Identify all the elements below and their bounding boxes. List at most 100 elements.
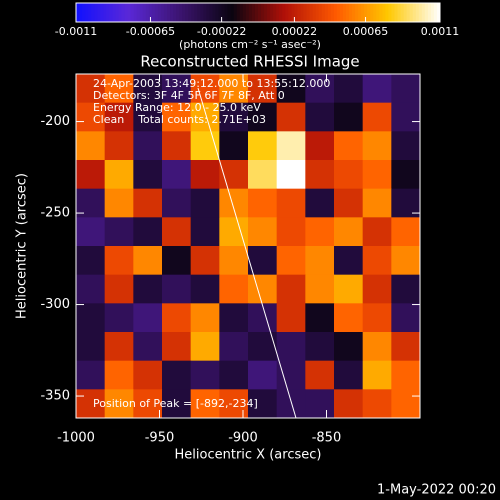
colorbar-swatch	[170, 3, 174, 22]
colorbar-swatch	[185, 3, 189, 22]
heatmap-cell	[305, 131, 335, 161]
colorbar-swatch	[85, 3, 89, 22]
colorbar-swatch	[242, 3, 247, 22]
colorbar-swatch	[139, 3, 144, 22]
colorbar-swatch	[151, 3, 156, 22]
colorbar-swatch	[145, 3, 150, 22]
heatmap-cell	[276, 246, 306, 276]
heatmap-cell	[391, 389, 421, 419]
heatmap-cell	[248, 246, 278, 276]
heatmap-cell	[334, 217, 364, 247]
colorbar-label: (photons cm⁻² s⁻¹ asec⁻²)	[179, 38, 321, 51]
y-tick-label: -200	[40, 114, 70, 129]
colorbar-swatch	[191, 3, 195, 22]
heatmap-cell	[76, 160, 106, 190]
heatmap-cell	[276, 131, 306, 161]
colorbar-swatch	[315, 3, 320, 22]
heatmap-cell	[391, 274, 421, 304]
heatmap-cell	[391, 131, 421, 161]
heatmap-cell	[248, 217, 278, 247]
colorbar-swatch	[312, 3, 317, 22]
heatmap-cell	[334, 274, 364, 304]
heatmap-cell	[248, 131, 278, 161]
colorbar-swatch	[430, 3, 435, 22]
colorbar-tick-label: 0.00065	[343, 25, 389, 38]
heatmap-cell	[190, 102, 220, 132]
colorbar-swatch	[352, 3, 356, 22]
colorbar-swatch	[267, 3, 271, 22]
heatmap-cell	[76, 102, 106, 132]
heatmap-cell	[162, 217, 192, 247]
heatmap-cell	[190, 160, 220, 190]
heatmap-cell	[362, 217, 392, 247]
heatmap-cell	[305, 360, 335, 390]
colorbar-swatch	[261, 3, 265, 22]
colorbar-swatch	[82, 3, 86, 22]
colorbar-swatch	[239, 3, 244, 22]
heatmap-cell	[305, 160, 335, 190]
heatmap-cell	[305, 74, 335, 104]
heatmap-cell	[104, 332, 134, 362]
colorbar-swatch	[379, 3, 383, 22]
colorbar-swatch	[424, 3, 429, 22]
colorbar-swatch	[142, 3, 147, 22]
colorbar-swatch	[197, 3, 201, 22]
heatmap-cell	[133, 131, 163, 161]
x-tick-label: -950	[145, 431, 175, 446]
heatmap-cell	[162, 332, 192, 362]
heatmap-cell	[104, 188, 134, 218]
colorbar-swatch	[209, 3, 213, 22]
heatmap-cell	[133, 389, 163, 419]
colorbar-swatch	[230, 3, 235, 22]
heatmap-cell	[362, 74, 392, 104]
heatmap-cell	[76, 303, 106, 333]
colorbar-swatch	[203, 3, 207, 22]
colorbar-swatch	[106, 3, 110, 22]
heatmap-cell	[248, 160, 278, 190]
heatmap-cell	[391, 246, 421, 276]
heatmap-cell	[219, 131, 249, 161]
heatmap-cell	[248, 389, 278, 419]
heatmap-cell	[334, 246, 364, 276]
heatmap-cell	[162, 389, 192, 419]
heatmap-cell	[219, 102, 249, 132]
colorbar-swatch	[291, 3, 295, 22]
heatmap-cell	[104, 246, 134, 276]
heatmap-cell	[104, 74, 134, 104]
heatmap-cell	[334, 389, 364, 419]
heatmap-cell	[248, 102, 278, 132]
colorbar-swatch	[294, 3, 298, 22]
heatmap-cell	[362, 131, 392, 161]
x-tick-label: -1000	[57, 431, 95, 446]
colorbar-swatch	[118, 3, 122, 22]
colorbar-swatch	[130, 3, 135, 22]
heatmap-cell	[133, 246, 163, 276]
heatmap-cell	[133, 332, 163, 362]
heatmap-cell	[362, 303, 392, 333]
heatmap-cell	[162, 188, 192, 218]
colorbar-swatch	[160, 3, 165, 22]
heatmap-cell	[305, 102, 335, 132]
colorbar-swatch	[406, 3, 411, 22]
annotation: Detectors: 3F 4F 5F 6F 7F 8F, Att 0	[93, 89, 285, 102]
heatmap-cell	[219, 303, 249, 333]
colorbar-swatch	[97, 3, 101, 22]
heatmap-cell	[305, 332, 335, 362]
heatmap-cell	[362, 246, 392, 276]
colorbar-swatch	[376, 3, 380, 22]
colorbar-swatch	[127, 3, 132, 22]
y-tick-label: -300	[40, 297, 70, 312]
heatmap-cell	[334, 303, 364, 333]
colorbar-swatch	[148, 3, 153, 22]
colorbar-swatch	[336, 3, 341, 22]
colorbar-swatch	[121, 3, 126, 22]
colorbar-swatch	[176, 3, 180, 22]
heatmap-cell	[334, 102, 364, 132]
heatmap-cell	[391, 102, 421, 132]
heatmap-cell	[162, 274, 192, 304]
x-tick-label: -850	[312, 431, 342, 446]
heatmap-cell	[276, 188, 306, 218]
colorbar-swatch	[361, 3, 365, 22]
